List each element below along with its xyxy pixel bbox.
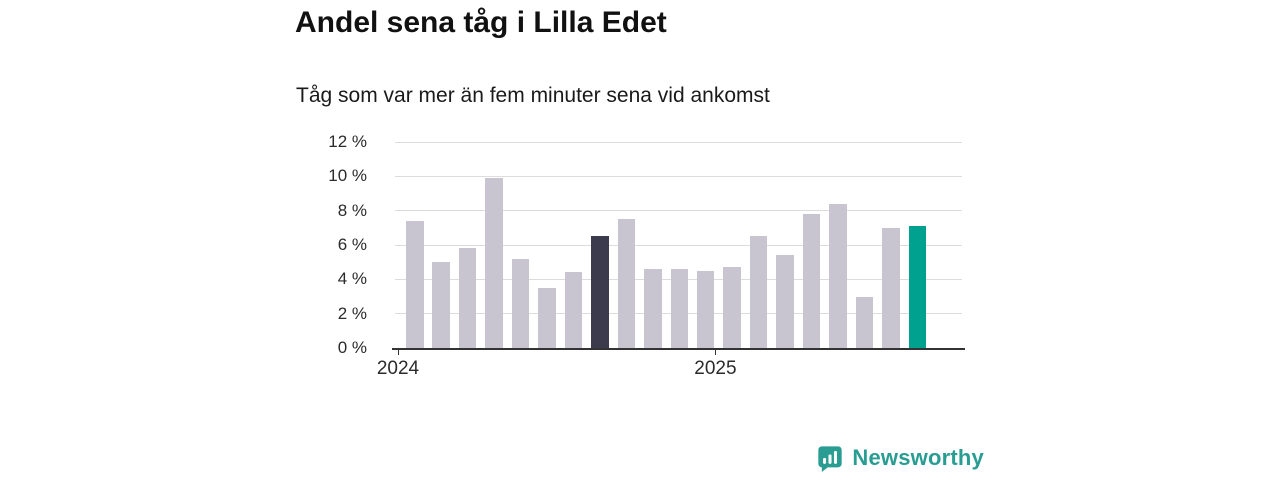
bar (802, 214, 821, 348)
bar (617, 219, 636, 348)
y-axis-tick-label: 8 % (337, 200, 367, 220)
newsworthy-logo: Newsworthy (816, 444, 984, 472)
chart-subtitle: Tåg som var mer än fem minuter sena vid … (296, 84, 770, 107)
bar (564, 272, 583, 348)
newsworthy-chart-bubble-icon (816, 444, 844, 472)
y-axis-tick-label: 6 % (337, 235, 367, 254)
bar (458, 248, 477, 348)
gridline (395, 210, 962, 212)
bar (511, 258, 530, 348)
y-axis-tick-label: 2 % (337, 303, 367, 323)
bar (723, 267, 741, 348)
bar (908, 226, 927, 348)
y-axis-tick-label: 4 % (337, 269, 367, 289)
page-title: Andel sena tåg i Lilla Edet (295, 6, 667, 39)
bar (882, 227, 900, 348)
bar (591, 236, 609, 348)
bar (644, 269, 662, 348)
bar (538, 287, 556, 348)
bar (432, 262, 450, 348)
x-axis-tick-mark (398, 350, 399, 355)
bar (829, 203, 847, 348)
x-axis-tick-label: 2025 (694, 358, 737, 379)
bar (749, 236, 768, 348)
y-axis-tick-label: 12 % (328, 132, 367, 151)
bar (670, 269, 688, 348)
gridline (395, 244, 962, 246)
x-axis-tick-mark (715, 350, 717, 355)
brand-name: Newsworthy (852, 445, 984, 470)
y-axis-tick-label: 10 % (328, 166, 367, 186)
bar (406, 220, 424, 348)
gridline (395, 175, 962, 177)
x-axis-tick-label: 2024 (376, 358, 420, 379)
bar (696, 270, 715, 348)
gridline (395, 141, 962, 143)
x-axis-line (392, 348, 965, 350)
y-axis-tick-label: 0 % (337, 338, 367, 357)
bar (485, 178, 503, 348)
bar (776, 255, 794, 348)
bar (855, 296, 874, 348)
